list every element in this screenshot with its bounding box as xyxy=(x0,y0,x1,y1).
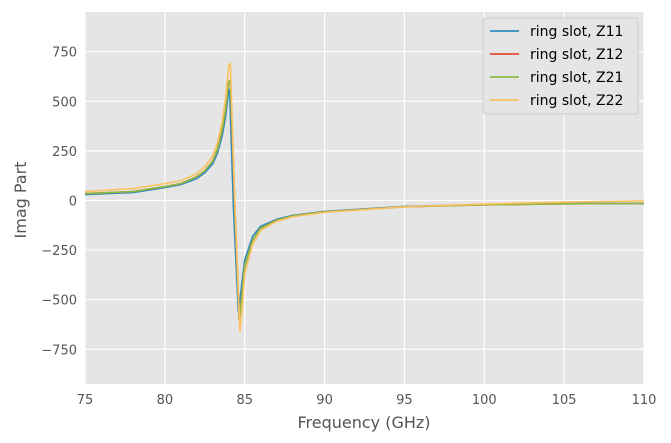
y-tick-labels: −750 −500 −250 0 250 500 750 xyxy=(41,46,77,359)
grid xyxy=(84,12,645,384)
legend-box xyxy=(482,17,639,115)
y-tick-label: 750 xyxy=(52,46,77,61)
series-line-4 xyxy=(84,62,645,333)
x-axis-label: Frequency (GHz) xyxy=(297,413,430,432)
x-tick-label: 90 xyxy=(316,393,333,408)
legend: ring slot, Z11 ring slot, Z12 ring slot, Z… xyxy=(482,17,639,115)
x-tick-label: 110 xyxy=(632,393,657,408)
x-tick-label: 75 xyxy=(77,393,94,408)
y-tick-label: 0 xyxy=(69,194,77,209)
x-tick-label: 80 xyxy=(157,393,174,408)
y-tick-label: 500 xyxy=(52,95,77,110)
legend-entry: ring slot, Z21 xyxy=(530,70,623,86)
y-tick-label: −250 xyxy=(41,244,77,259)
y-tick-label: −500 xyxy=(41,294,77,309)
legend-entry: ring slot, Z11 xyxy=(530,24,623,40)
x-tick-labels: 75 80 85 90 95 100 105 110 xyxy=(77,393,657,408)
y-tick-label: 250 xyxy=(52,145,77,160)
x-tick-label: 85 xyxy=(236,393,253,408)
legend-entry: ring slot, Z12 xyxy=(530,47,623,63)
series-lines xyxy=(84,62,645,333)
x-tick-label: 95 xyxy=(396,393,413,408)
legend-entry: ring slot, Z22 xyxy=(530,93,623,109)
y-axis-label: Imag Part xyxy=(11,162,30,239)
x-tick-label: 105 xyxy=(552,393,577,408)
x-tick-label: 100 xyxy=(472,393,497,408)
y-tick-label: −750 xyxy=(41,343,77,358)
